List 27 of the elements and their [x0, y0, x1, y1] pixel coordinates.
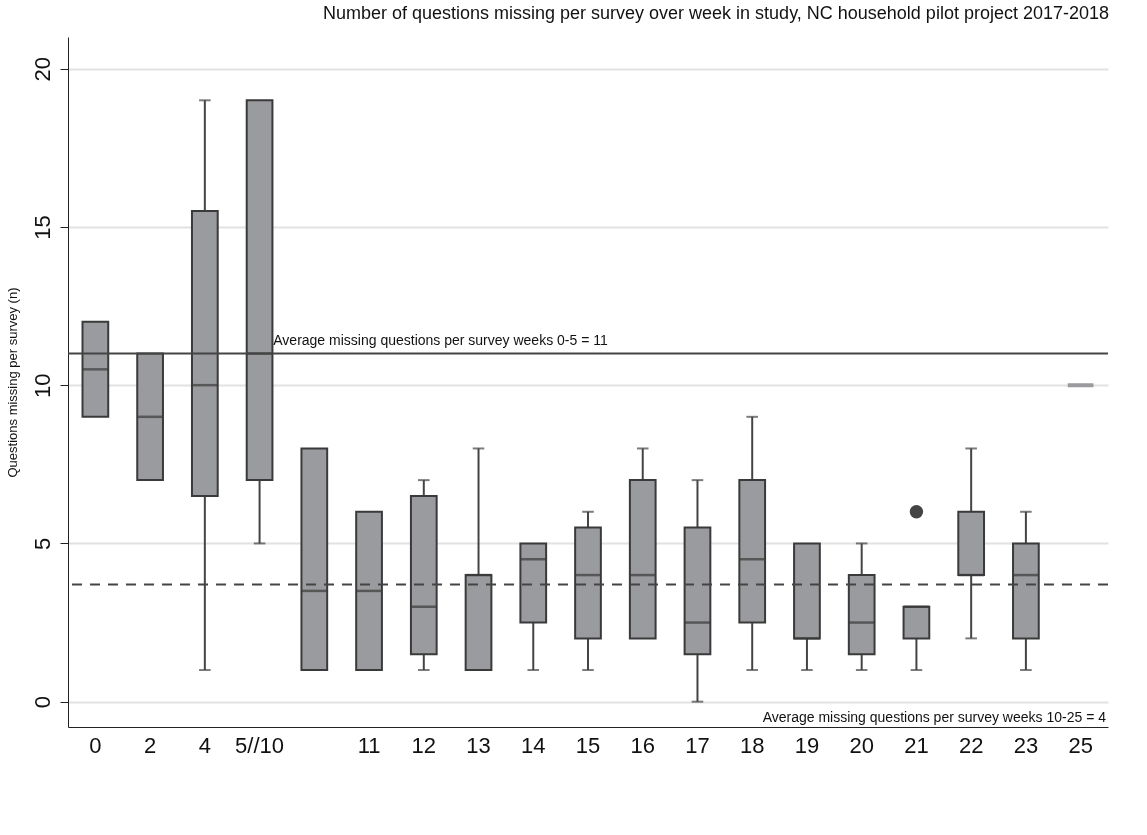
- y-tick-label: 0: [29, 696, 55, 709]
- x-tick-label: 13: [466, 732, 491, 758]
- x-tick-label: 18: [739, 732, 765, 758]
- x-tick-label: 22: [958, 732, 984, 758]
- y-tick-label: 15: [29, 215, 55, 240]
- x-tick-label: 23: [1013, 732, 1039, 758]
- x-tick-label: 20: [849, 732, 874, 758]
- x-tick-label: 12: [411, 732, 437, 758]
- x-tick-label: 0: [89, 732, 102, 758]
- x-tick-label: 19: [794, 732, 820, 758]
- y-tick-label: 10: [29, 373, 55, 398]
- x-tick-label: 25: [1068, 732, 1093, 758]
- annotation: Average missing questions per survey weeks 10-25 = 4: [762, 709, 1107, 725]
- ref-line-label: Average missing questions per survey weeks 0-5 = 11: [273, 331, 608, 348]
- chart-title: Number of questions missing per survey over week in study, NC household pilot project 2017-2018: [322, 3, 1109, 23]
- x-tick-label: 16: [630, 732, 655, 758]
- x-tick-label: 4: [198, 732, 211, 758]
- x-tick-label: 11: [357, 732, 381, 758]
- x-tick-label: 5//10: [235, 732, 285, 758]
- y-axis-title: Questions missing per survey (n): [4, 287, 20, 478]
- y-tick-label: 20: [29, 56, 55, 82]
- x-tick-label: 21: [904, 732, 929, 758]
- x-tick-label: 14: [521, 732, 546, 758]
- x-tick-label: 15: [575, 732, 601, 758]
- x-tick-label: 17: [685, 732, 710, 758]
- x-tick-label: 2: [143, 732, 157, 758]
- y-tick-label: 5: [29, 537, 55, 551]
